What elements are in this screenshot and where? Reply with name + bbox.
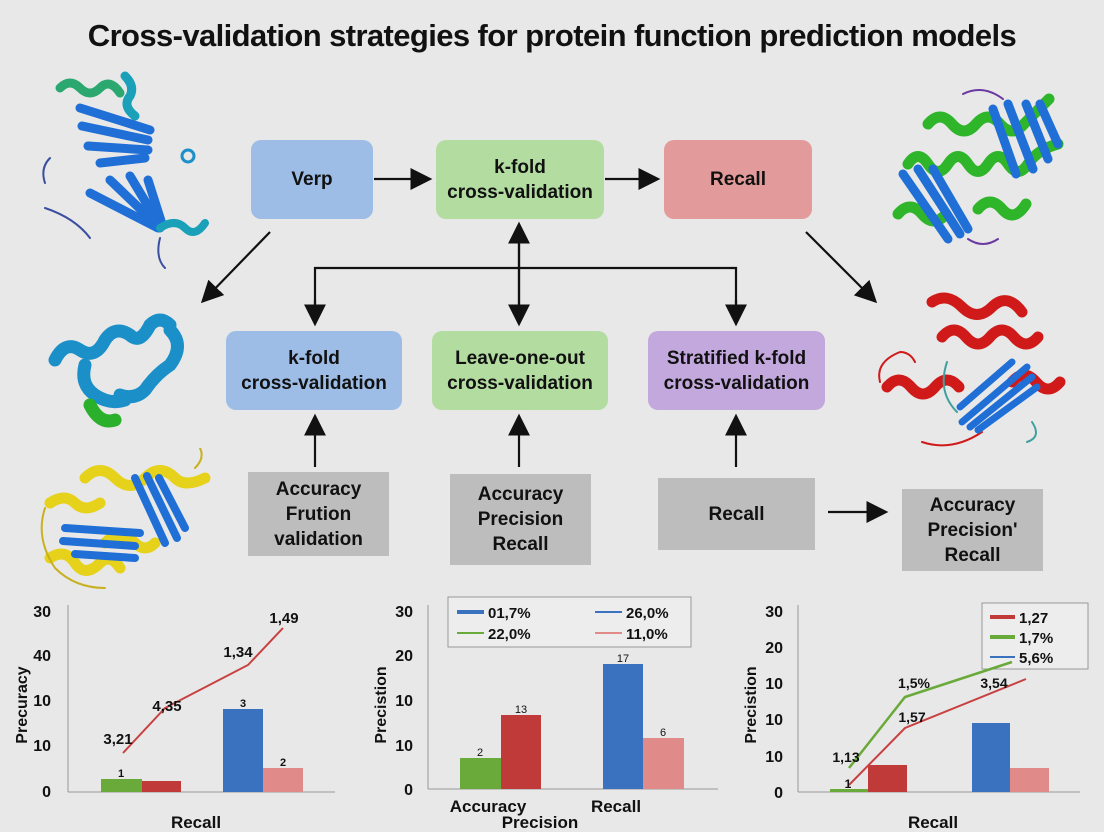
svg-text:2: 2 — [280, 757, 286, 769]
svg-text:13: 13 — [515, 704, 527, 716]
y-axis-label: Precuracy — [14, 666, 31, 743]
svg-text:1,13: 1,13 — [832, 749, 859, 765]
svg-text:1,7%: 1,7% — [1019, 630, 1053, 647]
svg-text:10: 10 — [765, 676, 783, 693]
svg-text:10: 10 — [765, 749, 783, 766]
metrics-box-4: Accuracy Precision' Recall — [902, 489, 1043, 571]
svg-text:10: 10 — [395, 693, 413, 710]
svg-text:20: 20 — [765, 640, 783, 657]
x-tick-recall: Recall — [591, 797, 641, 816]
kfold-box: k-fold cross-validation — [226, 331, 402, 410]
svg-text:11,0%: 11,0% — [626, 626, 668, 643]
svg-text:40: 40 — [33, 648, 51, 665]
svg-text:0: 0 — [404, 782, 413, 799]
svg-text:2: 2 — [477, 747, 483, 759]
svg-text:1,34: 1,34 — [223, 644, 253, 661]
metrics-box-2: Accuracy Precision Recall — [450, 474, 591, 565]
svg-text:0: 0 — [42, 784, 51, 801]
protein-structure-icon-mid-left — [48, 313, 184, 428]
x-axis-label: Precision — [502, 813, 579, 832]
x-axis-label: Recall — [908, 813, 958, 832]
svg-text:5,6%: 5,6% — [1019, 650, 1053, 667]
svg-text:01,7%: 01,7% — [488, 605, 531, 622]
svg-text:4,35: 4,35 — [152, 698, 181, 715]
x-tick-accuracy: Accuracy — [450, 797, 527, 816]
y-axis-label: Precistion — [373, 666, 390, 743]
svg-text:1,27: 1,27 — [1019, 610, 1048, 627]
verp-box: Verp — [251, 140, 373, 219]
svg-text:17: 17 — [617, 653, 629, 665]
recall-top-box: Recall — [664, 140, 812, 219]
svg-text:3,21: 3,21 — [103, 731, 132, 748]
svg-text:30: 30 — [395, 604, 413, 621]
stratified-kfold-box: Stratified k-fold cross-validation — [648, 331, 825, 410]
svg-text:3: 3 — [240, 698, 246, 710]
kfold-top-box: k-fold cross-validation — [436, 140, 604, 219]
chart-3-precistion-vs-recall: 30 20 10 10 10 0 Precistion Recall 1,27 … — [743, 602, 1089, 832]
svg-text:6: 6 — [660, 727, 666, 739]
svg-text:1,49: 1,49 — [269, 610, 298, 627]
svg-text:10: 10 — [33, 738, 51, 755]
svg-text:0: 0 — [774, 785, 783, 802]
y-axis-label: Precistion — [743, 666, 760, 743]
svg-text:1,57: 1,57 — [898, 709, 925, 725]
leave-one-out-box: Leave-one-out cross-validation — [432, 331, 608, 410]
protein-structure-icon-top-right — [892, 89, 1064, 245]
metrics-box-1: Accuracy Frution validation — [248, 472, 389, 556]
svg-text:3,54: 3,54 — [980, 675, 1007, 691]
chart-1-precuracy-vs-recall: 30 40 10 10 0 Precuracy Recall 1 3 2 3,2… — [14, 604, 335, 832]
svg-text:10: 10 — [765, 712, 783, 729]
legend — [447, 596, 692, 648]
svg-text:26,0%: 26,0% — [626, 605, 669, 622]
protein-structure-icon-bottom-right — [878, 292, 1066, 447]
ytick-30: 30 — [33, 604, 51, 621]
svg-text:10: 10 — [33, 693, 51, 710]
protein-structure-icon-top-left — [42, 71, 209, 269]
page-title: Cross-validation strategies for protein … — [87, 18, 1017, 53]
svg-text:10: 10 — [395, 738, 413, 755]
svg-text:20: 20 — [395, 648, 413, 665]
protein-structure-icon-bottom-left — [40, 448, 211, 589]
x-axis-label: Recall — [171, 813, 221, 832]
svg-text:1: 1 — [845, 777, 852, 791]
svg-text:30: 30 — [765, 604, 783, 621]
svg-text:1,5%: 1,5% — [898, 675, 930, 691]
metrics-box-3: Recall — [658, 478, 815, 550]
chart-2-precistion-bars: 30 20 10 10 0 Precistion Accuracy Recall… — [373, 596, 718, 832]
svg-text:1: 1 — [118, 768, 124, 780]
svg-text:22,0%: 22,0% — [488, 626, 531, 643]
